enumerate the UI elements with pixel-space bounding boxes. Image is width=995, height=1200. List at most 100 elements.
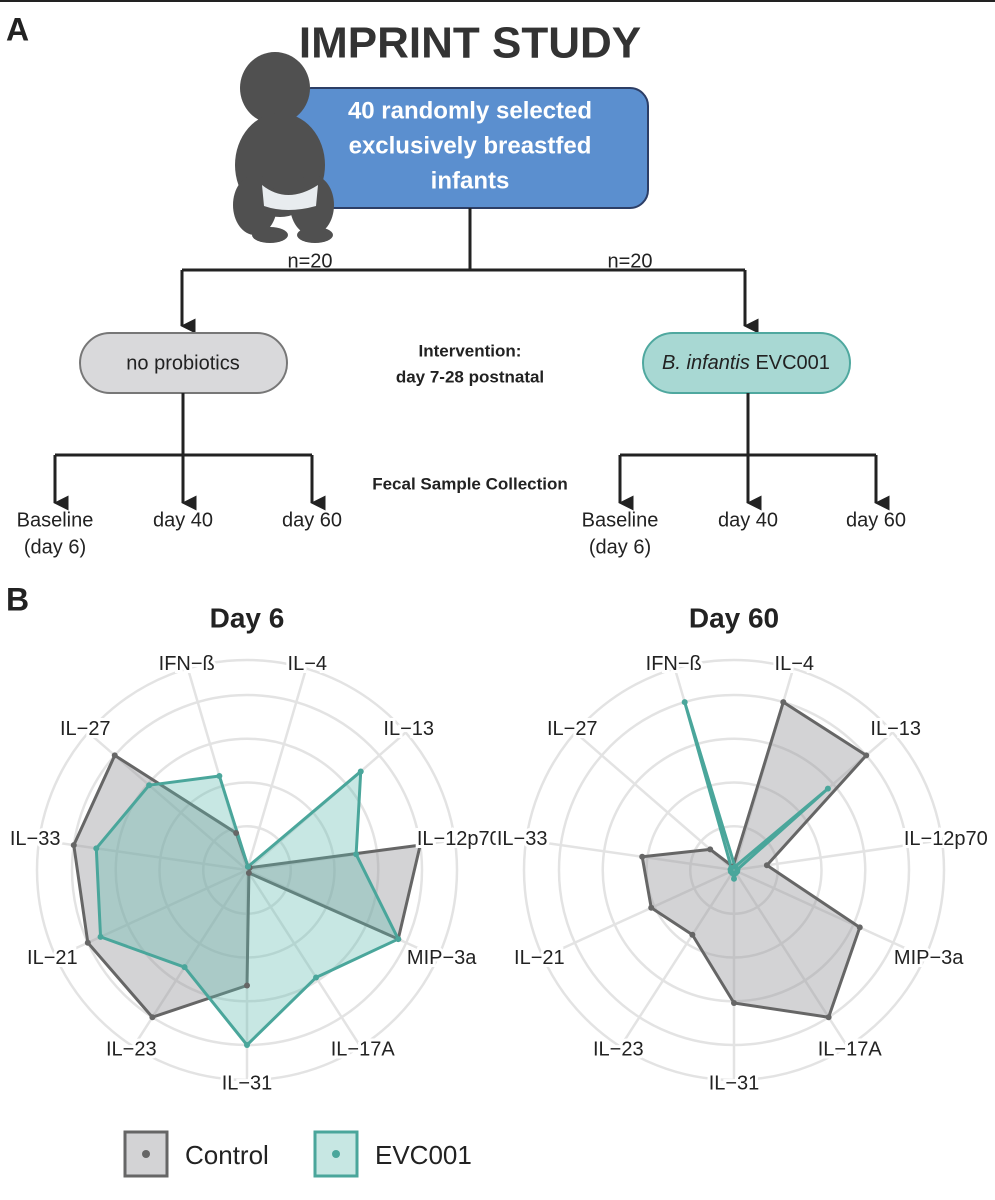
sample-label: Baseline <box>17 509 94 531</box>
axis-label: IL−27 <box>547 718 598 740</box>
sample-label: day 60 <box>282 509 342 531</box>
axis-label: IL−4 <box>288 653 327 675</box>
radar-point <box>731 1000 737 1006</box>
sample-label: day 60 <box>846 509 906 531</box>
cohort-text: infants <box>431 167 510 194</box>
spoke <box>574 731 735 871</box>
legend-dot <box>332 1150 340 1158</box>
radar-point <box>216 772 223 779</box>
sample-tree: Baseline (day 6) day 40 day 60 Baseline (day … <box>17 393 906 558</box>
spoke <box>245 869 362 1048</box>
radar-point <box>244 1042 250 1048</box>
radar-point <box>84 939 91 946</box>
radar-point <box>707 846 714 853</box>
axis-label: IL−21 <box>514 947 565 969</box>
radar-point <box>731 875 737 882</box>
n-label: n=20 <box>287 250 332 272</box>
radar-point <box>233 830 240 837</box>
axis-label: IL−12p70 <box>904 828 988 850</box>
axis-label: IL−23 <box>106 1038 157 1060</box>
radar-point <box>245 869 252 876</box>
panel-label: A <box>6 11 29 47</box>
sample-label: Baseline <box>582 509 659 531</box>
intervention: Intervention: <box>419 341 522 360</box>
radar-point <box>639 853 646 860</box>
radar-point <box>863 752 870 759</box>
radar-point <box>417 842 424 849</box>
spoke <box>619 869 736 1048</box>
radar-point <box>357 768 364 775</box>
arm-label: B. infantis EVC001 <box>662 352 830 374</box>
diagram-title: IMPRINT STUDY <box>299 19 641 68</box>
legend: Control EVC001 <box>123 1130 472 1178</box>
radar-point <box>780 699 787 706</box>
radar-point <box>149 1014 156 1021</box>
axis-label: IL−31 <box>222 1072 273 1094</box>
n-label: n=20 <box>607 250 652 272</box>
axis-label: IL−12p70 <box>417 828 501 850</box>
radar-point <box>146 782 153 789</box>
collection: Fecal Sample Collection <box>372 474 568 493</box>
cohort-text: 40 randomly selected <box>348 97 592 124</box>
arm-label-italic: B. infantis <box>662 352 750 374</box>
intervention: day 7-28 postnatal <box>396 367 544 386</box>
radar-point <box>825 1014 832 1021</box>
axis-label: MIP−3a <box>894 947 964 969</box>
connector <box>55 393 312 457</box>
axis-label: IFN−ß <box>159 653 215 675</box>
chart-title: Day 60 <box>689 602 779 633</box>
radar-point <box>728 864 735 871</box>
spoke <box>542 868 735 959</box>
connector <box>182 208 745 272</box>
radar-point <box>313 974 320 981</box>
radar-point <box>93 845 100 852</box>
legend-label: Control <box>185 1140 269 1170</box>
radar-point <box>97 933 104 940</box>
radar-point <box>395 936 402 943</box>
legend-dot <box>142 1150 150 1158</box>
sample-label: (day 6) <box>24 536 86 558</box>
radar-point <box>648 904 655 911</box>
panel-label: B <box>6 581 29 617</box>
spoke <box>245 668 308 871</box>
axis-label: IL−31 <box>709 1072 760 1094</box>
axis-label: IL−17A <box>331 1038 396 1060</box>
axis-label: IFN−ß <box>646 653 702 675</box>
axis-label: IL−13 <box>870 718 921 740</box>
radar-area <box>94 769 400 1047</box>
radar-point <box>111 752 118 759</box>
radar-point <box>244 982 250 989</box>
axis-label: IL−33 <box>497 828 548 850</box>
radar-point <box>689 931 696 938</box>
connector <box>620 393 876 457</box>
cohort-text: exclusively breastfed <box>349 132 592 159</box>
axis-label: IL−21 <box>27 947 78 969</box>
sample-label: day 40 <box>718 509 778 531</box>
radar-charts: Day 6 IFN−ß IL−4 IL−13 IL−12p70 MIP−3a IL−17A I… <box>7 602 991 1097</box>
axis-label: IL−17A <box>818 1038 883 1060</box>
radar-point <box>244 863 251 870</box>
chart-title: Day 6 <box>210 602 285 633</box>
radar-point <box>856 924 863 931</box>
radar-point <box>181 964 188 971</box>
spoke <box>525 838 735 872</box>
arm-label-rest: EVC001 <box>755 352 830 374</box>
arm-label: no probiotics <box>126 352 239 374</box>
radar-point <box>824 785 831 792</box>
radar-point <box>681 699 688 706</box>
spoke <box>733 868 926 959</box>
axis-label: IL−33 <box>10 828 61 850</box>
axis-label: IL−27 <box>60 718 111 740</box>
axis-label: IL−23 <box>593 1038 644 1060</box>
legend-label: EVC001 <box>375 1140 472 1170</box>
radar-point <box>353 851 360 858</box>
infant-icon <box>233 52 334 243</box>
radar-point <box>70 842 77 849</box>
sample-label: (day 6) <box>589 536 651 558</box>
axis-label: IL−4 <box>775 653 814 675</box>
radar-area <box>640 700 868 1019</box>
sample-label: day 40 <box>153 509 213 531</box>
radar-point <box>763 862 770 869</box>
axis-label: IL−13 <box>383 718 434 740</box>
